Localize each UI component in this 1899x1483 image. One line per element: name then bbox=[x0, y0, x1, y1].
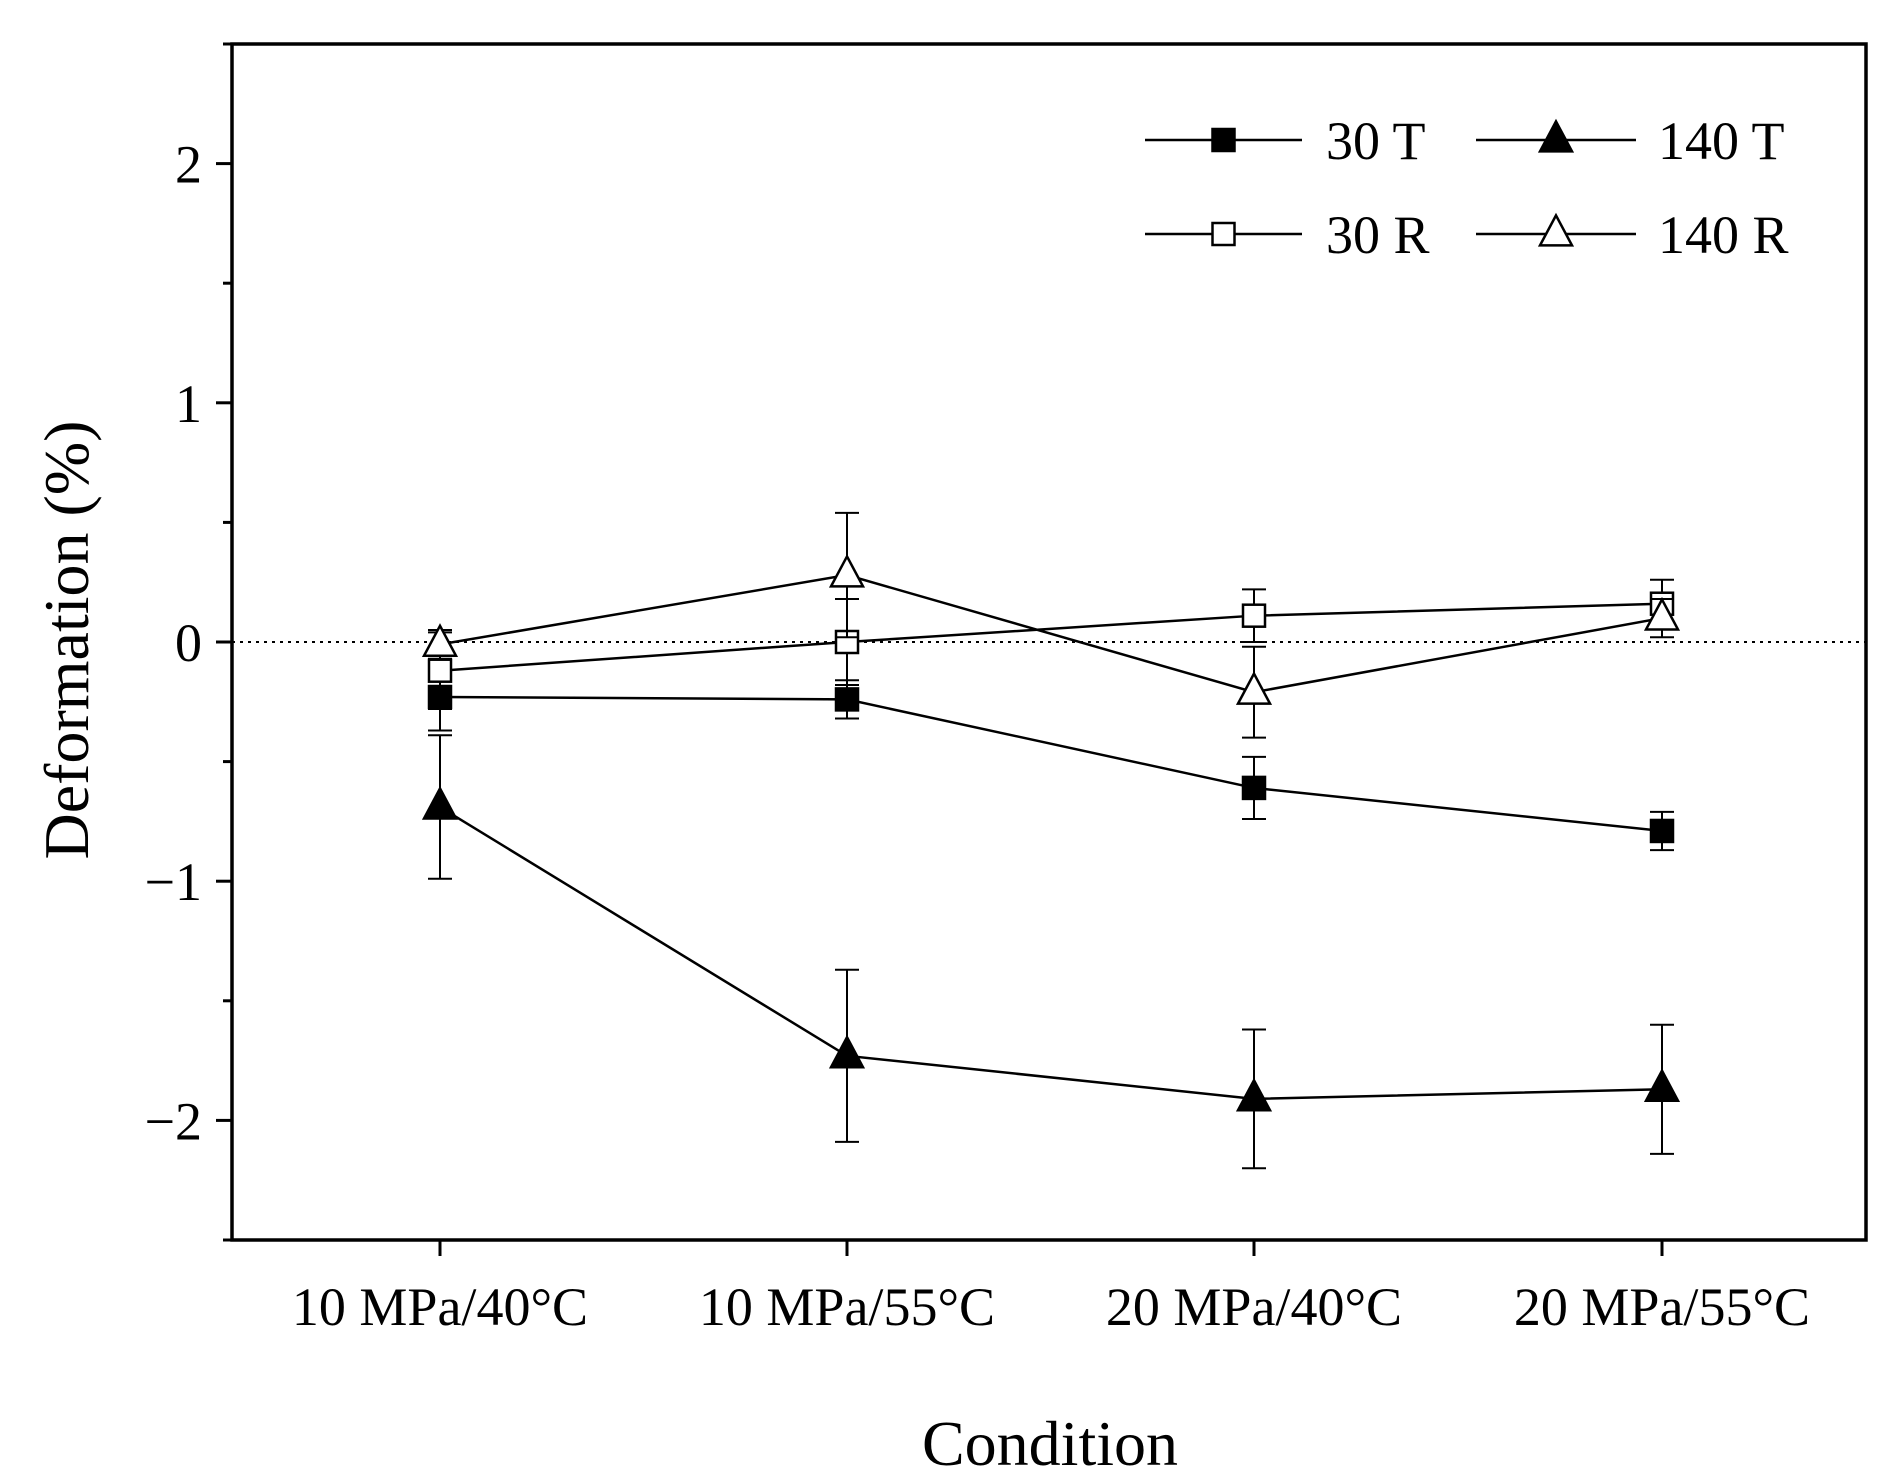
legend: 30 T 140 T 30 R 140 R bbox=[1145, 111, 1789, 265]
plot-area: −2 −1 0 1 2 10 MPa/40°C 10 MPa/55°C 20 MPa/40°C… bbox=[145, 42, 1868, 1337]
data-point-140-t bbox=[1643, 1068, 1681, 1102]
x-tick-label: 20 MPa/40°C bbox=[1106, 1277, 1402, 1337]
legend-marker-30-t bbox=[1211, 127, 1236, 153]
data-point-30-r bbox=[427, 658, 453, 683]
legend-label-140-t: 140 T bbox=[1658, 111, 1785, 171]
data-point-140-r bbox=[828, 553, 866, 588]
x-tick-label: 20 MPa/55°C bbox=[1514, 1277, 1810, 1337]
data-point-140-t bbox=[828, 1034, 866, 1069]
data-point-30-t bbox=[834, 687, 860, 712]
data-point-140-t bbox=[421, 785, 459, 820]
series-140-r bbox=[421, 511, 1681, 739]
legend-label-140-r: 140 R bbox=[1658, 205, 1789, 265]
y-tick-label: 0 bbox=[175, 613, 202, 673]
series-140-t bbox=[421, 734, 1681, 1170]
data-point-140-r bbox=[1643, 596, 1681, 631]
data-point-140-t bbox=[1235, 1077, 1273, 1112]
x-tick-label: 10 MPa/40°C bbox=[292, 1277, 588, 1337]
series-line-140-r bbox=[439, 573, 1663, 694]
legend-marker-30-r bbox=[1211, 221, 1236, 247]
data-point-30-r bbox=[1241, 603, 1267, 628]
legend-label-30-r: 30 R bbox=[1326, 205, 1430, 265]
series-line-30-t bbox=[439, 695, 1663, 833]
y-tick-label: 1 bbox=[175, 374, 202, 434]
legend-marker-140-r bbox=[1537, 212, 1575, 247]
y-axis-title: Deformation (%) bbox=[31, 421, 102, 860]
legend-marker-140-t bbox=[1537, 118, 1575, 153]
series-line-30-r bbox=[439, 602, 1663, 672]
data-point-30-t bbox=[1649, 818, 1675, 844]
series-line-140-t bbox=[439, 805, 1663, 1101]
x-axis-title: Condition bbox=[922, 1408, 1178, 1479]
x-tick-label: 10 MPa/55°C bbox=[699, 1277, 995, 1337]
legend-label-30-t: 30 T bbox=[1326, 111, 1426, 171]
data-point-140-r bbox=[1235, 670, 1273, 705]
data-point-140-r bbox=[421, 623, 459, 658]
data-point-30-t bbox=[1241, 775, 1267, 801]
series-30-t bbox=[427, 662, 1675, 852]
y-tick-label: −2 bbox=[145, 1091, 202, 1151]
y-tick-label: 2 bbox=[175, 135, 202, 195]
y-tick-label: −1 bbox=[145, 852, 202, 912]
series-30-r bbox=[427, 578, 1675, 710]
